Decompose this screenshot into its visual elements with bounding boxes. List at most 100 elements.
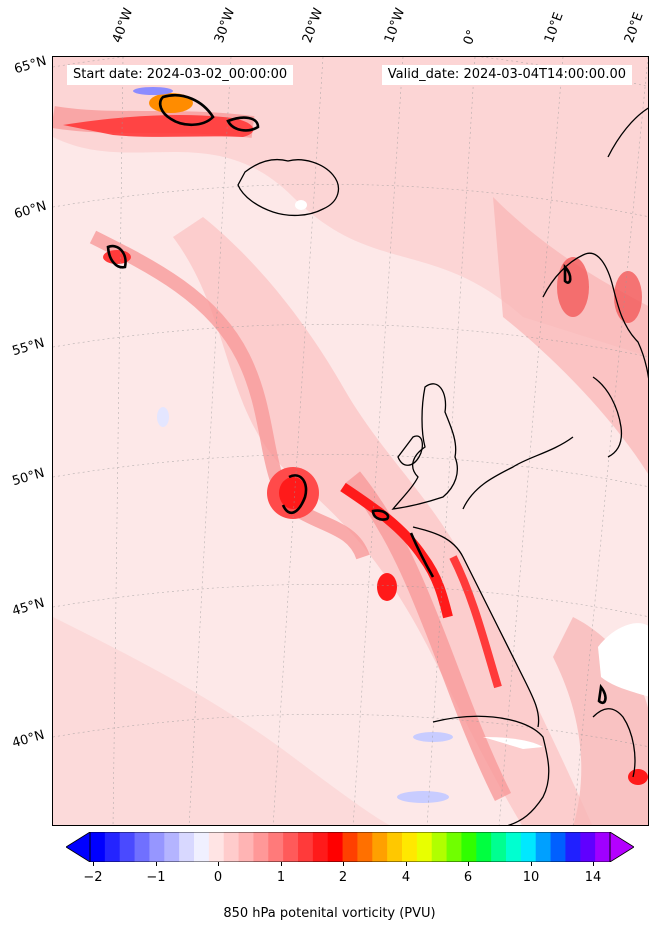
pv-contour-2 <box>106 94 607 705</box>
colorbar <box>66 832 634 862</box>
mask-atlas <box>483 737 543 749</box>
lat-label-55n: 55°N <box>10 335 47 360</box>
colorbar-segment <box>476 832 492 862</box>
colorbar-segment <box>402 832 418 862</box>
colorbar-segment <box>208 832 225 862</box>
lon-label-10e: 10°E <box>541 10 567 46</box>
pv-contour-biscay <box>409 532 435 578</box>
parallel-60n <box>53 183 648 217</box>
pv-max-north-atlantic <box>63 114 254 137</box>
pv-neg-iberia <box>413 732 453 742</box>
lat-label-65n: 65°N <box>12 53 49 78</box>
colorbar-segment <box>372 832 388 862</box>
lat-label-40n: 40°N <box>10 727 47 752</box>
cb-tick-1: 1 <box>276 870 286 885</box>
lon-label-20e: 20°E <box>621 10 647 46</box>
cb-tickmark-neg1 <box>156 862 157 866</box>
cb-tick-14: 14 <box>584 870 602 885</box>
colorbar-segment <box>387 832 403 862</box>
meridian-10e <box>498 57 564 825</box>
coast-denmark <box>592 376 623 458</box>
pv-neg-south <box>397 791 449 803</box>
cb-tick-6: 6 <box>463 870 473 885</box>
pv-contour-west <box>106 244 127 269</box>
field-band-scandinavia <box>493 197 648 474</box>
mask-iceland <box>295 200 307 210</box>
colorbar-segment <box>416 832 433 862</box>
pv-front-south <box>449 555 502 689</box>
colorbar-segment <box>268 832 284 862</box>
colorbar-segment <box>446 832 462 862</box>
colorbar-segment <box>298 832 314 862</box>
field-band-southwest <box>53 617 390 825</box>
valid-date-label: Valid_date: 2024-03-04T14:00:00.00 <box>381 65 632 85</box>
colorbar-segment <box>238 832 254 862</box>
lon-label-40w: 40°W <box>109 6 137 45</box>
pv-contour-cutoff <box>281 474 308 515</box>
cb-tickmark-2 <box>343 862 344 866</box>
colorbar-segment <box>179 832 195 862</box>
cb-tick-0: 0 <box>213 870 223 885</box>
cb-tickmark-neg2 <box>93 862 94 866</box>
colorbar-segment <box>550 832 566 862</box>
map-panel: Start date: 2024-03-02_00:00:00 Valid_da… <box>52 56 649 826</box>
colorbar-segment <box>104 832 121 862</box>
colorbar-segment <box>461 832 477 862</box>
pv-contour-alps <box>597 683 607 705</box>
cb-tick-10: 10 <box>522 870 540 885</box>
cb-tick-4: 4 <box>401 870 411 885</box>
pv-field-map <box>53 57 648 825</box>
pv-max-norway <box>557 257 589 317</box>
lat-label-45n: 45°N <box>10 595 47 620</box>
coast-ireland <box>397 435 424 466</box>
parallel-55n <box>53 323 648 357</box>
cb-tickmark-0 <box>218 862 219 866</box>
coast-france-west <box>412 526 540 728</box>
coast-iberia <box>432 715 550 825</box>
colorbar-segment <box>90 832 106 862</box>
field-streak-front <box>345 471 512 802</box>
parallel-40n <box>53 713 648 747</box>
colorbar-segment <box>565 832 581 862</box>
cb-tick-neg1: −1 <box>146 870 166 885</box>
colorbar-outline <box>89 832 611 862</box>
colorbar-min-extend <box>66 832 91 862</box>
colorbar-segment <box>194 832 210 862</box>
pv-contour-north-2 <box>226 116 260 132</box>
mask-alps <box>598 623 648 697</box>
pv-neg-atlantic <box>157 407 169 427</box>
cb-tickmark-10 <box>531 862 532 866</box>
colorbar-segment <box>595 832 611 862</box>
meridian-30w <box>188 57 232 825</box>
colorbar-segment <box>431 832 448 862</box>
coast-italy <box>592 708 636 778</box>
colorbar-segment <box>134 832 150 862</box>
colorbar-segment <box>520 832 537 862</box>
colorbar-segment <box>253 832 269 862</box>
lat-label-50n: 50°N <box>10 465 47 490</box>
coastlines <box>237 107 648 825</box>
pv-contour-norway <box>563 263 572 284</box>
lon-label-10w: 10°W <box>381 6 409 45</box>
cb-tick-neg2: −2 <box>83 870 103 885</box>
pv-max-norway-east <box>614 271 642 323</box>
colorbar-segment <box>535 832 552 862</box>
meridian-10w <box>352 57 404 825</box>
colorbar-segment <box>342 832 358 862</box>
colorbar-max-extend <box>609 832 634 862</box>
pv-neg-greenland <box>133 87 173 95</box>
lon-label-30w: 30°W <box>211 6 239 45</box>
cb-tickmark-14 <box>593 862 594 866</box>
meridian-0 <box>426 57 476 825</box>
colorbar-segment <box>506 832 522 862</box>
pv-core-cutoff-low <box>279 477 307 509</box>
start-date-label: Start date: 2024-03-02_00:00:00 <box>67 65 294 85</box>
coast-norway <box>542 252 648 379</box>
colorbar-segment <box>327 832 344 862</box>
graticule <box>53 57 648 825</box>
pv-max-biscay <box>377 573 397 601</box>
colorbar-segment <box>223 832 240 862</box>
colorbar-segment <box>164 832 180 862</box>
lon-label-0: 0° <box>460 27 481 47</box>
coast-north-sea <box>462 436 574 510</box>
